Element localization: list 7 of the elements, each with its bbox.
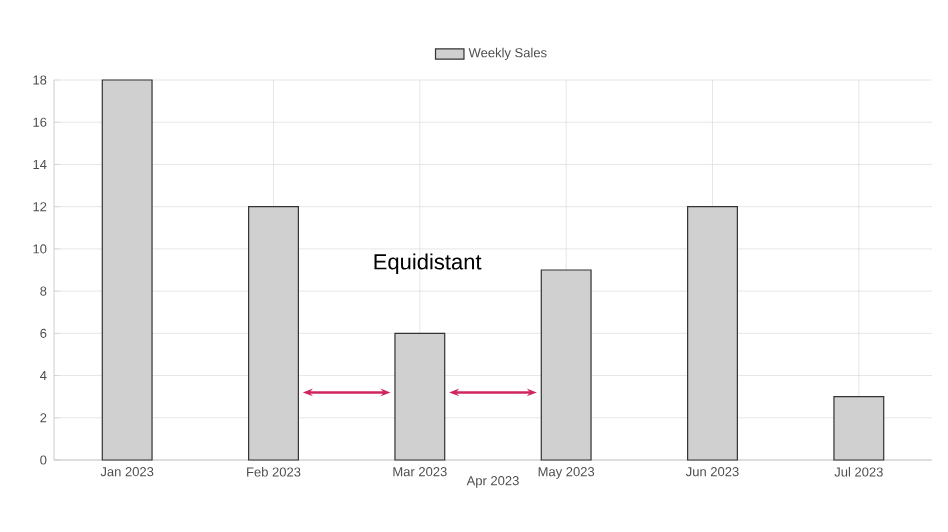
- bar: [101, 79, 153, 461]
- bar: [687, 206, 738, 461]
- bar: [248, 206, 299, 461]
- bar: [540, 269, 592, 461]
- bar: [394, 332, 446, 461]
- annotation: Equidistant: [374, 253, 482, 274]
- bar: [833, 396, 885, 461]
